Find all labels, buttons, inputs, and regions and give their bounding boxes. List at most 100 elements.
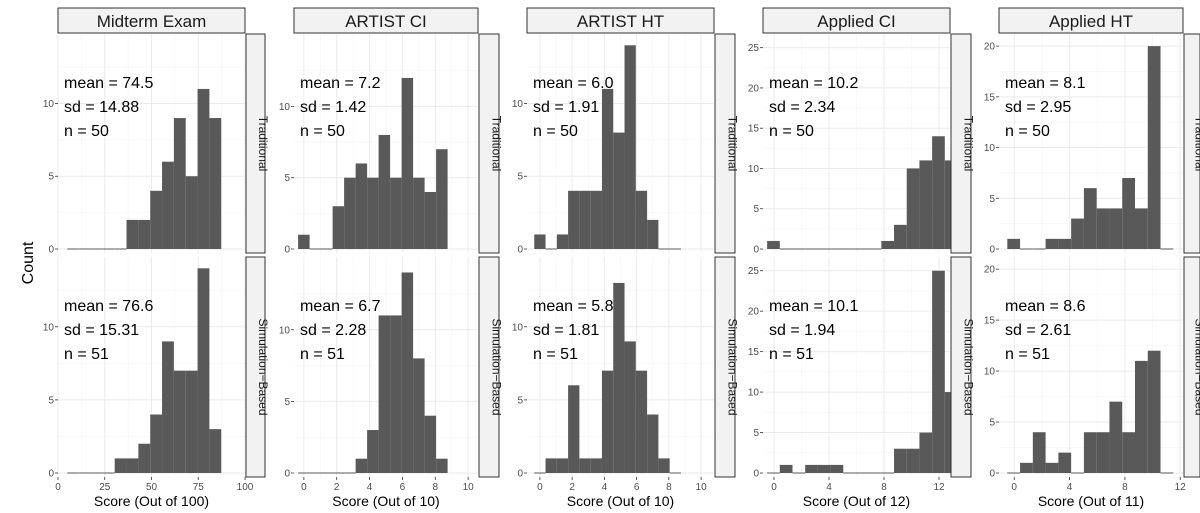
stat-annotation: sd = 15.31 — [64, 322, 139, 339]
stat-annotation: sd = 2.28 — [300, 322, 366, 339]
stat-annotation: n = 50 — [533, 123, 578, 140]
histogram-bar — [658, 458, 669, 473]
histogram-bar — [557, 234, 568, 249]
histogram-bar — [636, 191, 647, 249]
stat-annotation: mean = 6.0 — [533, 75, 614, 92]
histogram-bar — [1097, 432, 1110, 473]
histogram-bar — [602, 371, 613, 473]
histogram-bar — [413, 178, 425, 249]
histogram-bar — [174, 371, 186, 473]
histogram-bar — [209, 429, 221, 473]
histogram-bar — [818, 465, 831, 473]
x-axis-title: Score (Out of 11) — [1038, 493, 1144, 509]
x-tick-label: 4 — [826, 482, 832, 493]
histogram-bar — [894, 449, 907, 473]
histogram-bar — [425, 192, 437, 249]
x-tick-label: 10 — [463, 482, 475, 493]
x-tick-label: 4 — [367, 482, 373, 493]
y-tick-label: 5 — [989, 418, 995, 429]
row-label: Traditional — [726, 116, 740, 172]
x-tick-label: 0 — [301, 482, 307, 493]
y-tick-label: 15 — [984, 92, 996, 103]
histogram-bar — [162, 162, 174, 249]
row-label: Simulation−Based — [1193, 318, 1200, 415]
histogram-bar — [780, 465, 793, 473]
y-axis-title: Count — [20, 241, 37, 284]
histogram-bar — [932, 136, 945, 249]
x-axis-title: Score (Out of 100) — [94, 493, 209, 509]
y-tick-label: 0 — [517, 245, 523, 256]
x-tick-label: 100 — [237, 482, 254, 493]
histogram-bar — [402, 78, 414, 249]
x-tick-label: 0 — [537, 482, 543, 493]
stat-annotation: sd = 2.95 — [1005, 99, 1071, 116]
x-tick-label: 8 — [881, 482, 887, 493]
y-tick-label: 0 — [753, 245, 759, 256]
histogram-bar — [919, 433, 932, 473]
x-tick-label: 0 — [55, 482, 61, 493]
y-tick-label: 5 — [284, 173, 290, 184]
x-axis-title: Score (Out of 10) — [567, 493, 674, 509]
stat-annotation: n = 50 — [1005, 123, 1050, 140]
stat-annotation: mean = 5.8 — [533, 298, 614, 315]
facet-title: Midterm Exam — [97, 12, 207, 31]
stat-annotation: sd = 1.94 — [769, 322, 835, 339]
x-tick-label: 8 — [1122, 482, 1128, 493]
x-axis-title: Score (Out of 10) — [332, 493, 439, 509]
histogram-bar — [579, 191, 590, 249]
histogram-bar — [1148, 46, 1161, 249]
stat-annotation: n = 51 — [1005, 346, 1050, 363]
stat-annotation: sd = 1.81 — [533, 322, 599, 339]
stat-annotation: mean = 76.6 — [64, 298, 154, 315]
stat-annotation: sd = 1.91 — [533, 99, 599, 116]
histogram-bar — [390, 178, 402, 249]
histogram-bar — [591, 458, 602, 473]
x-tick-label: 0 — [1011, 482, 1017, 493]
histogram-bar — [367, 430, 379, 473]
histogram-bar — [436, 149, 448, 249]
histogram-bar — [1135, 361, 1148, 473]
x-tick-label: 25 — [99, 482, 111, 493]
stat-annotation: mean = 7.2 — [300, 75, 381, 92]
y-tick-label: 0 — [989, 469, 995, 480]
y-tick-label: 20 — [984, 42, 996, 53]
histogram-bar — [1033, 432, 1046, 473]
y-tick-label: 10 — [748, 388, 760, 399]
histogram-bar — [379, 315, 391, 473]
stat-annotation: mean = 10.1 — [769, 298, 859, 315]
row-label: Traditional — [256, 116, 270, 172]
y-tick-label: 15 — [748, 347, 760, 358]
histogram-bar — [636, 371, 647, 473]
histogram-bar — [1122, 432, 1135, 473]
stat-annotation: mean = 8.6 — [1005, 298, 1086, 315]
y-tick-label: 5 — [989, 194, 995, 205]
histogram-bar — [647, 220, 658, 249]
y-tick-label: 5 — [753, 204, 759, 215]
histogram-bar — [333, 206, 345, 249]
histogram-bar — [150, 415, 162, 473]
y-tick-label: 10 — [279, 325, 291, 336]
x-tick-label: 0 — [771, 482, 777, 493]
histogram-bar — [568, 385, 579, 473]
histogram-bar — [1109, 402, 1122, 473]
x-tick-label: 10 — [696, 482, 708, 493]
y-tick-label: 15 — [984, 316, 996, 327]
x-tick-label: 4 — [1067, 482, 1073, 493]
y-tick-label: 10 — [43, 99, 55, 110]
histogram-bar — [568, 191, 579, 249]
histogram-bar — [1058, 239, 1071, 249]
histogram-panel: 05101520mean = 8.6sd = 2.61n = 51 Simulat… — [984, 257, 1200, 493]
histogram-bar — [546, 458, 557, 473]
y-tick-label: 10 — [984, 143, 996, 154]
stat-annotation: n = 51 — [64, 346, 109, 363]
histogram-bar — [1007, 239, 1020, 249]
x-tick-label: 50 — [146, 482, 158, 493]
y-tick-label: 0 — [517, 469, 523, 480]
histogram-bar — [138, 220, 150, 249]
histogram-bar — [198, 268, 210, 473]
stat-annotation: n = 50 — [769, 123, 814, 140]
y-tick-label: 20 — [748, 307, 760, 318]
x-tick-label: 12 — [933, 482, 945, 493]
histogram-bar — [591, 191, 602, 249]
histogram-bar — [209, 118, 221, 249]
